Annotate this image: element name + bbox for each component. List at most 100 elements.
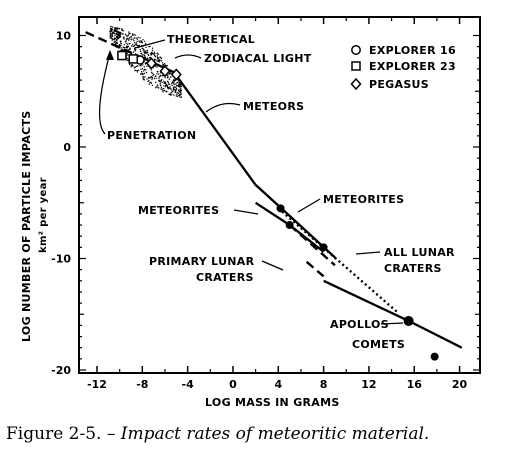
stipple-dot <box>151 51 153 54</box>
stipple-dot <box>127 54 129 56</box>
stipple-dot <box>148 45 150 48</box>
filled-marker <box>285 221 294 230</box>
stipple-dot <box>116 36 118 39</box>
stipple-dot <box>143 66 145 68</box>
stipple-dot <box>178 94 180 97</box>
stipple-dot <box>143 70 145 72</box>
stipple-dot <box>125 42 128 44</box>
stipple-dot <box>109 37 112 39</box>
label-apollos: APOLLOS <box>330 318 389 331</box>
stipple-dot <box>164 84 167 87</box>
stipple-dot <box>132 38 134 40</box>
stipple-dot <box>153 58 156 60</box>
stipple-dot <box>115 42 117 44</box>
stipple-dot <box>174 86 177 88</box>
stipple-dot <box>175 95 177 97</box>
stipple-dot <box>119 36 121 39</box>
stipple-dot <box>134 50 136 52</box>
stipple-dot <box>171 94 173 96</box>
x-tick-label: -4 <box>182 378 195 391</box>
stipple-dot <box>176 93 178 95</box>
y-axis-label: LOG NUMBER OF PARTICLE IMPACTS <box>20 111 33 342</box>
stipple-dot <box>156 58 159 60</box>
stipple-dot <box>146 57 149 59</box>
series-line <box>277 207 398 313</box>
stipple-dot <box>180 88 182 90</box>
stipple-dot <box>154 56 157 58</box>
stipple-dot <box>174 79 177 82</box>
stipple-dot <box>166 84 168 87</box>
stipple-dot <box>162 91 164 93</box>
stipple-dot <box>109 35 111 37</box>
stipple-dot <box>128 31 130 33</box>
stipple-dot <box>135 37 137 39</box>
stipple-dot <box>142 73 144 75</box>
stipple-dot <box>161 62 164 64</box>
legend-label: EXPLORER 16 <box>369 44 456 57</box>
stipple-dot <box>111 38 114 40</box>
stipple-dot <box>179 90 182 92</box>
label-all-lunar-craters: CRATERS <box>384 262 442 275</box>
stipple-dot <box>149 56 152 59</box>
stipple-dot <box>116 43 118 45</box>
label-theoretical: THEORETICAL <box>167 33 255 46</box>
series-line <box>305 260 325 278</box>
stipple-dot <box>168 93 170 96</box>
stipple-dot <box>122 46 125 49</box>
stipple-dot <box>172 79 175 82</box>
stipple-dot <box>129 32 131 35</box>
stipple-dot <box>123 36 125 38</box>
stipple-dot <box>142 75 144 78</box>
stipple-dot <box>145 71 148 74</box>
stipple-dot <box>111 32 113 34</box>
stipple-dot <box>180 85 183 88</box>
filled-marker <box>430 352 439 361</box>
stipple-dot <box>158 87 160 89</box>
stipple-dot <box>151 72 153 75</box>
stipple-dot <box>165 90 167 92</box>
stipple-dot <box>119 33 122 36</box>
caption-text: – Impact rates of meteoritic material. <box>101 424 430 444</box>
stipple-dot <box>134 42 136 44</box>
stipple-dot <box>109 32 112 34</box>
y-tick-label: 10 <box>56 30 72 43</box>
stipple-dot <box>142 64 144 66</box>
stipple-dot <box>114 40 117 43</box>
stipple-dot <box>157 56 159 59</box>
stipple-dot <box>134 48 136 50</box>
stipple-dot <box>156 84 158 86</box>
stipple-dot <box>158 61 161 63</box>
legend: EXPLORER 16 EXPLORER 23 PEGASUS <box>350 44 456 91</box>
stipple-dot <box>133 37 136 39</box>
stipple-dot <box>175 88 177 91</box>
stipple-dot <box>168 73 170 76</box>
stipple-dot <box>137 36 139 39</box>
legend-label: PEGASUS <box>369 78 429 91</box>
leader-meteors <box>205 102 241 113</box>
stipple-dot <box>111 39 113 41</box>
stipple-dot <box>158 80 160 82</box>
stipple-dot <box>136 44 138 46</box>
stipple-dot <box>139 41 141 43</box>
stipple-dot <box>111 34 113 36</box>
stipple-dot <box>126 52 128 54</box>
stipple-dot <box>146 52 148 54</box>
stipple-dot <box>150 75 153 78</box>
stipple-dot <box>162 64 164 66</box>
stipple-dot <box>144 50 146 52</box>
stipple-dot <box>164 77 166 79</box>
stipple-dot <box>117 36 120 39</box>
stipple-dot <box>150 69 152 71</box>
stipple-dot <box>177 81 179 84</box>
stipple-dot <box>135 65 138 68</box>
stipple-dot <box>123 44 126 46</box>
stipple-dot <box>173 83 175 86</box>
stipple-dot <box>118 27 120 30</box>
stipple-dot <box>151 71 153 74</box>
square-marker <box>128 54 139 64</box>
stipple-dot <box>155 81 157 84</box>
stipple-dot <box>126 37 128 39</box>
stipple-dot <box>149 81 151 84</box>
stipple-dot <box>170 76 172 78</box>
stipple-dot <box>136 38 139 40</box>
